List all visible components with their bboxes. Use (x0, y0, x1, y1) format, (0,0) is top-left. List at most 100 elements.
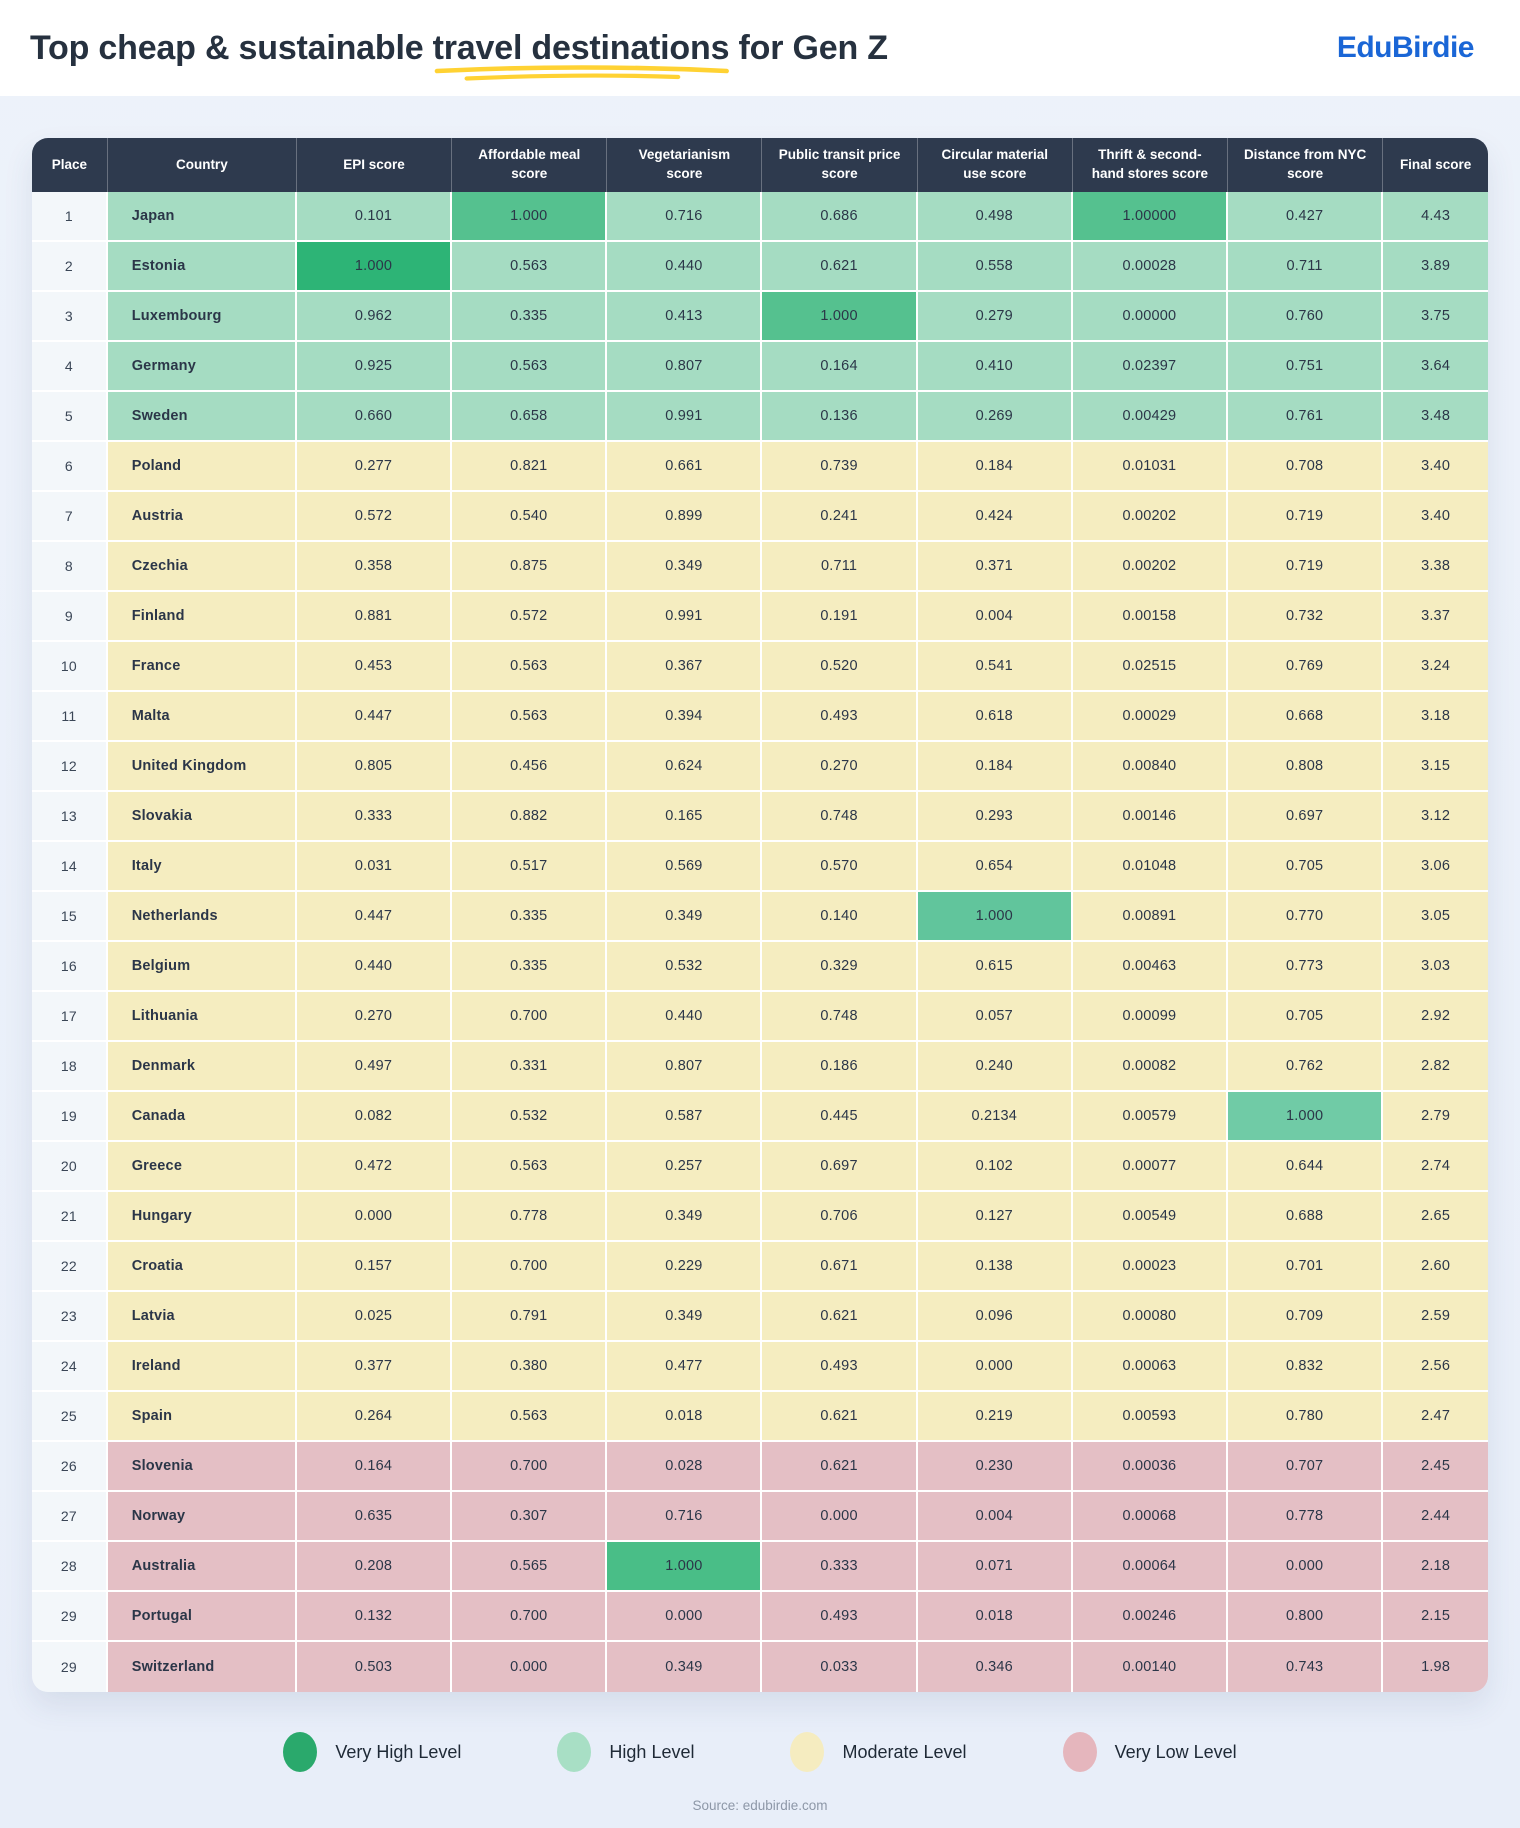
legend-item: Moderate Level (790, 1732, 967, 1772)
score-cell: 0.307 (452, 1492, 608, 1542)
score-cell: 0.697 (762, 1142, 918, 1192)
country-cell: Portugal (107, 1592, 297, 1642)
score-cell: 0.00099 (1072, 992, 1228, 1042)
score-cell: 0.493 (762, 1342, 918, 1392)
place-cell: 16 (32, 942, 108, 992)
score-cell: 0.240 (917, 1042, 1073, 1092)
final-score-cell: 2.92 (1383, 992, 1488, 1042)
country-cell: Spain (107, 1392, 297, 1442)
score-cell: 0.293 (917, 792, 1073, 842)
score-cell: 0.164 (762, 342, 918, 392)
score-cell: 0.570 (762, 842, 918, 892)
score-cell: 0.096 (917, 1292, 1073, 1342)
score-cell: 0.991 (607, 592, 763, 642)
table-row: 3 Luxembourg 0.962 0.335 0.413 1.000 0.279 0.00… (32, 292, 1488, 342)
score-cell: 0.440 (296, 942, 453, 992)
score-cell: 0.2134 (917, 1092, 1073, 1142)
score-cell: 0.748 (762, 792, 918, 842)
country-cell: Estonia (107, 242, 297, 292)
score-cell: 0.413 (607, 292, 763, 342)
final-score-cell: 3.06 (1383, 842, 1488, 892)
score-cell: 0.186 (762, 1042, 918, 1092)
score-cell: 0.349 (607, 892, 763, 942)
place-cell: 29 (32, 1642, 108, 1692)
table-row: 10 France 0.453 0.563 0.367 0.520 0.541 0.02515… (32, 642, 1488, 692)
score-cell: 0.453 (296, 642, 453, 692)
score-cell: 0.00202 (1072, 492, 1228, 542)
score-cell: 0.082 (296, 1092, 453, 1142)
legend-color-dot (790, 1732, 825, 1772)
final-score-cell: 1.98 (1383, 1642, 1488, 1692)
score-cell: 0.101 (296, 192, 453, 242)
page-title-suffix: for Gen Z (729, 28, 889, 67)
score-cell: 0.270 (296, 992, 453, 1042)
place-cell: 17 (32, 992, 108, 1042)
column-header-epi-score: EPI score (296, 138, 453, 192)
final-score-cell: 2.18 (1383, 1542, 1488, 1592)
title-underline-decoration (434, 64, 729, 81)
score-cell: 0.711 (1228, 242, 1384, 292)
score-cell: 0.00000 (1072, 292, 1228, 342)
table-row: 16 Belgium 0.440 0.335 0.532 0.329 0.615 0.0046… (32, 942, 1488, 992)
score-cell: 0.688 (1228, 1192, 1384, 1242)
score-cell: 0.257 (607, 1142, 763, 1192)
place-cell: 5 (32, 392, 108, 442)
table-body: 1 Japan 0.101 1.000 0.716 0.686 0.498 1.00000 0.… (32, 192, 1488, 1692)
score-cell: 0.000 (452, 1642, 608, 1692)
place-cell: 18 (32, 1042, 108, 1092)
score-cell: 0.563 (452, 692, 608, 742)
score-cell: 0.00028 (1072, 242, 1228, 292)
final-score-cell: 2.15 (1383, 1592, 1488, 1642)
score-cell: 0.00463 (1072, 942, 1228, 992)
score-cell: 0.532 (452, 1092, 608, 1142)
score-cell: 0.00549 (1072, 1192, 1228, 1242)
score-cell: 0.778 (1228, 1492, 1384, 1542)
score-cell: 0.230 (917, 1442, 1073, 1492)
score-cell: 0.241 (762, 492, 918, 542)
score-cell: 0.138 (917, 1242, 1073, 1292)
score-cell: 0.018 (917, 1592, 1073, 1642)
score-cell: 0.778 (452, 1192, 608, 1242)
score-cell: 0.875 (452, 542, 608, 592)
score-cell: 0.329 (762, 942, 918, 992)
score-cell: 0.569 (607, 842, 763, 892)
final-score-cell: 3.18 (1383, 692, 1488, 742)
table-row: 24 Ireland 0.377 0.380 0.477 0.493 0.000 0.0006… (32, 1342, 1488, 1392)
score-cell: 0.456 (452, 742, 608, 792)
final-score-cell: 3.75 (1383, 292, 1488, 342)
country-cell: Japan (107, 192, 297, 242)
score-cell: 0.02515 (1072, 642, 1228, 692)
final-score-cell: 4.43 (1383, 192, 1488, 242)
place-cell: 23 (32, 1292, 108, 1342)
score-cell: 0.635 (296, 1492, 453, 1542)
score-cell: 0.000 (762, 1492, 918, 1542)
score-cell: 0.184 (917, 442, 1073, 492)
column-header-circular-material-use-score: Circular material use score (917, 138, 1073, 192)
score-cell: 0.335 (452, 942, 608, 992)
score-cell: 0.02397 (1072, 342, 1228, 392)
score-cell: 0.349 (607, 542, 763, 592)
score-cell: 0.349 (607, 1292, 763, 1342)
final-score-cell: 3.37 (1383, 592, 1488, 642)
score-cell: 0.057 (917, 992, 1073, 1042)
place-cell: 27 (32, 1492, 108, 1542)
table-row: 7 Austria 0.572 0.540 0.899 0.241 0.424 0.00202… (32, 492, 1488, 542)
score-cell: 0.440 (607, 242, 763, 292)
table-row: 6 Poland 0.277 0.821 0.661 0.739 0.184 0.01031 0… (32, 442, 1488, 492)
place-cell: 28 (32, 1542, 108, 1592)
score-cell: 0.004 (917, 592, 1073, 642)
final-score-cell: 3.89 (1383, 242, 1488, 292)
score-cell: 0.716 (607, 1492, 763, 1542)
place-cell: 4 (32, 342, 108, 392)
score-cell: 0.748 (762, 992, 918, 1042)
country-cell: Ireland (107, 1342, 297, 1392)
score-cell: 0.618 (917, 692, 1073, 742)
column-header-place: Place (32, 138, 108, 192)
score-cell: 0.000 (917, 1342, 1073, 1392)
column-header-vegetarianism-score: Vegetarianism score (607, 138, 763, 192)
score-cell: 0.219 (917, 1392, 1073, 1442)
final-score-cell: 3.38 (1383, 542, 1488, 592)
table-row: 29 Switzerland 0.503 0.000 0.349 0.033 0.346 0.… (32, 1642, 1488, 1692)
score-cell: 0.808 (1228, 742, 1384, 792)
score-cell: 0.00593 (1072, 1392, 1228, 1442)
